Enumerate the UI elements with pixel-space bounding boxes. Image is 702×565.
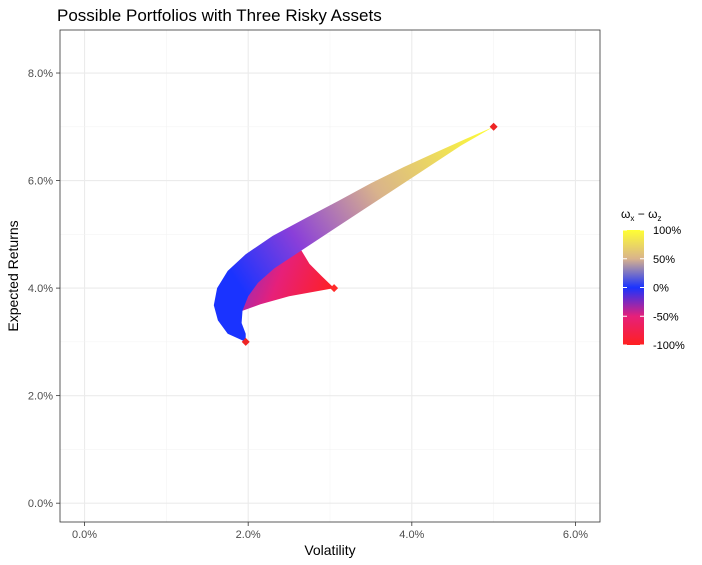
- y-tick-label: 6.0%: [28, 176, 53, 188]
- chart-title: Possible Portfolios with Three Risky Ass…: [57, 6, 382, 25]
- asset-point: [241, 337, 250, 346]
- y-axis-label: Expected Returns: [5, 220, 21, 331]
- y-axis-ticks: 0.0% 2.0% 4.0% 6.0% 8.0%: [28, 68, 60, 510]
- legend-label: 100%: [653, 225, 681, 237]
- legend-title-sub2: z: [657, 214, 661, 223]
- legend-title-separator: −: [634, 207, 648, 221]
- legend-title-omega: ω: [621, 207, 630, 221]
- x-tick-label: 2.0%: [236, 529, 261, 541]
- legend-label: -100%: [653, 340, 685, 352]
- efficient-frontier-band: [213, 126, 494, 342]
- x-tick-label: 4.0%: [399, 529, 424, 541]
- legend-title-sub1: x: [630, 214, 634, 223]
- x-tick-label: 0.0%: [72, 529, 97, 541]
- y-tick-label: 8.0%: [28, 68, 53, 80]
- legend-colorbar: [623, 230, 644, 345]
- legend-label: 0%: [653, 283, 669, 295]
- y-tick-label: 2.0%: [28, 391, 53, 403]
- asset-point: [489, 122, 498, 131]
- x-axis-ticks: 0.0% 2.0% 4.0% 6.0%: [72, 522, 588, 541]
- legend-title: ωx − ωz: [621, 207, 661, 223]
- asset-point: [330, 284, 339, 293]
- legend-title-omega-2: ω: [648, 207, 657, 221]
- lower-portfolio-region: [238, 238, 335, 313]
- grid-lines: [60, 30, 600, 522]
- x-axis-label: Volatility: [304, 542, 355, 558]
- y-tick-label: 4.0%: [28, 283, 53, 295]
- x-tick-label: 6.0%: [563, 529, 588, 541]
- plot-border: [59, 29, 601, 523]
- legend-ticks: 100% 50% 0% -50% -100%: [623, 225, 685, 352]
- legend-label: -50%: [653, 311, 679, 323]
- y-tick-label: 0.0%: [28, 498, 53, 510]
- data-layer: [213, 122, 498, 346]
- legend-label: 50%: [653, 254, 675, 266]
- color-legend: ωx − ωz 100%50%0%-50%-100%: [621, 207, 685, 352]
